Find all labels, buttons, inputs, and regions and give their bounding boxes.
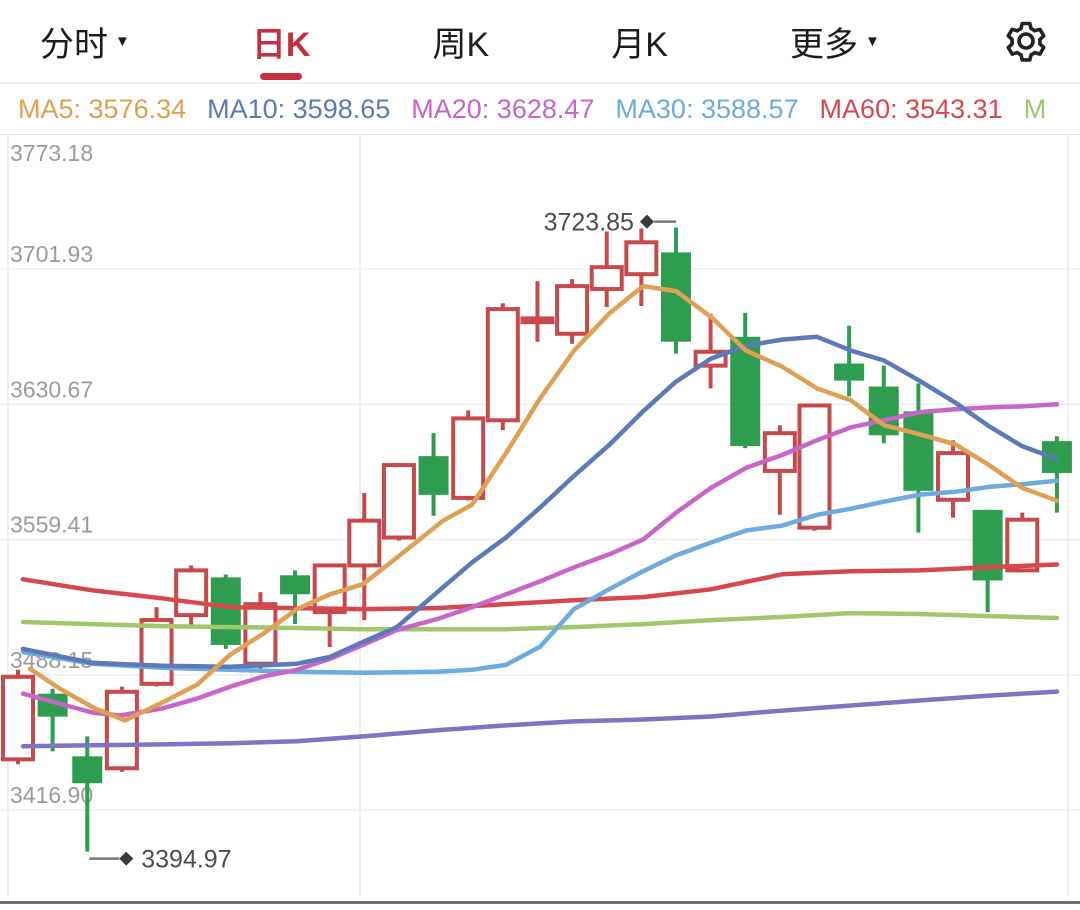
candle-body <box>418 456 449 495</box>
y-axis-label: 3416.90 <box>10 782 93 808</box>
ma-legend: MA5: 3576.34 MA10: 3598.65 MA20: 3628.47 MA… <box>0 84 1080 134</box>
candle-body <box>210 577 241 645</box>
candle-body <box>139 618 174 686</box>
ma-line-ma20 <box>20 402 1060 718</box>
tab-bar: 分时 ▼ 日K 周K 月K 更多 ▼ <box>0 0 1080 84</box>
diamond-marker-icon <box>639 214 654 229</box>
ma-line-ma5 <box>27 283 1060 723</box>
candle-body <box>72 756 103 784</box>
ma-legend-item: MA20: 3628.47 <box>411 93 595 124</box>
candle-body <box>485 307 520 423</box>
kline-chart[interactable]: 3773.183701.933630.673559.413488.153416.… <box>0 133 1080 905</box>
ma-line-ma120 <box>20 610 1060 632</box>
tab-label: 周K <box>432 25 490 64</box>
tab-label: 分时 <box>40 25 108 64</box>
candle-body <box>347 518 382 568</box>
ma-line-ma60 <box>20 562 1060 612</box>
tab-label: 月K <box>611 25 668 64</box>
y-axis-label: 3701.93 <box>10 241 93 267</box>
y-axis-label: 3773.18 <box>10 140 93 166</box>
y-axis-label: 3630.67 <box>10 376 93 402</box>
candle-body <box>312 563 347 615</box>
caret-down-icon: ▼ <box>865 32 880 50</box>
candle-body <box>451 416 486 500</box>
tab-weekly-k[interactable]: 周K <box>433 0 490 83</box>
annotations: 3723.85 3394.97 <box>89 209 676 874</box>
tab-label: 日K <box>251 25 311 64</box>
ma-legend-item: MA5: 3576.34 <box>18 93 187 124</box>
tab-more[interactable]: 更多 ▼ <box>790 0 880 83</box>
candles <box>1 227 1072 852</box>
candle-body <box>624 240 659 277</box>
candle-body <box>174 568 209 618</box>
tab-intraday[interactable]: 分时 ▼ <box>40 0 130 83</box>
candle-body <box>589 265 624 291</box>
tab-label: 更多 <box>790 25 859 64</box>
high-annotation: 3723.85 <box>544 209 634 237</box>
candle-body <box>381 463 416 540</box>
low-annotation: 3394.97 <box>141 846 231 874</box>
candle-body <box>520 316 555 325</box>
gridlines <box>0 133 1080 897</box>
candle-body <box>762 431 797 473</box>
chart-area[interactable]: 3773.18 3701.93 3630.67 3559.41 3488.15 3416.… <box>0 133 1080 905</box>
candle-body <box>280 575 311 595</box>
ma-legend-item: MA10: 3598.65 <box>207 93 391 124</box>
ma-legend-item: MA60: 3543.31 <box>819 93 1003 124</box>
ma-line-ma250 <box>20 689 1060 749</box>
candle-body <box>1005 517 1040 573</box>
tab-monthly-k[interactable]: 月K <box>611 0 668 83</box>
tab-daily-k[interactable]: 日K <box>252 0 311 83</box>
caret-down-icon: ▼ <box>115 32 130 50</box>
gear-icon <box>1006 21 1046 62</box>
ma-line-ma10 <box>20 334 1060 670</box>
ma-legend-item: MA30: 3588.57 <box>615 93 799 124</box>
candle-body <box>555 284 590 336</box>
bottom-divider <box>0 901 1080 904</box>
diamond-marker-icon <box>119 851 134 866</box>
candle-body <box>104 689 139 771</box>
candle-body <box>834 363 865 381</box>
settings-button[interactable] <box>1002 17 1050 65</box>
candle-body <box>797 403 832 530</box>
ma-legend-item: M <box>1023 93 1047 124</box>
candle-body <box>903 411 934 491</box>
y-axis-label: 3559.41 <box>10 512 93 538</box>
